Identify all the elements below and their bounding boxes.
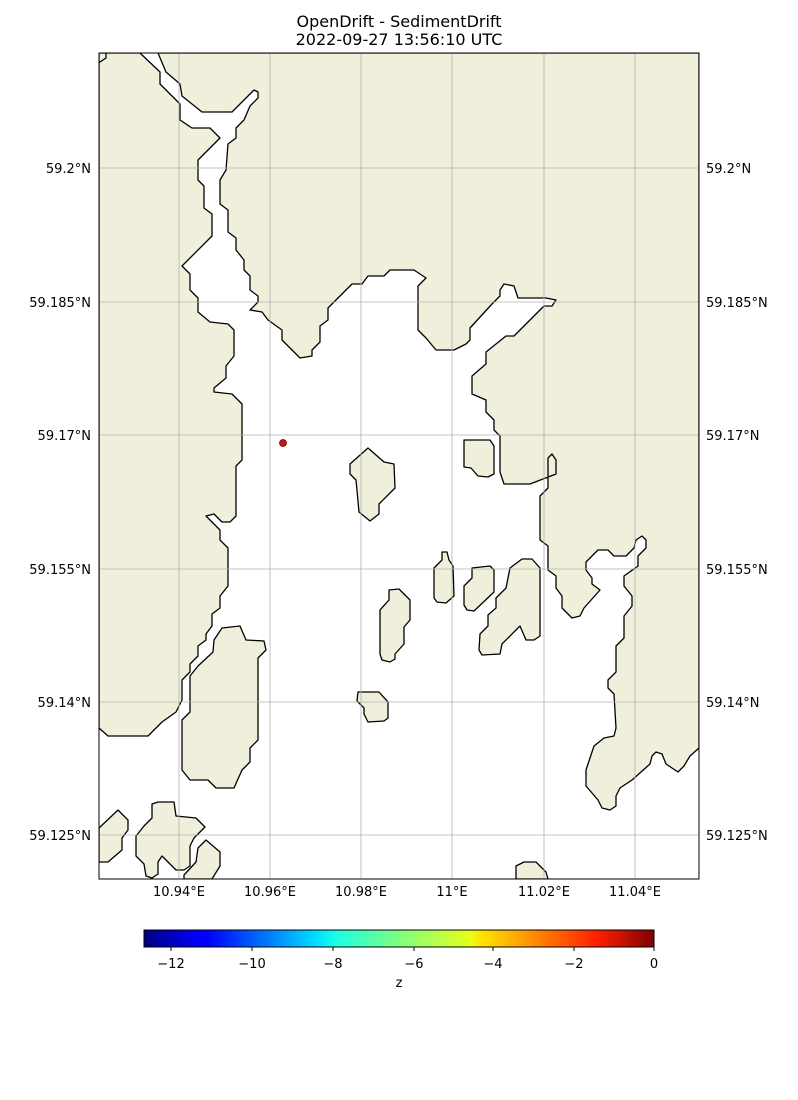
island-4	[463, 565, 495, 612]
island-3	[433, 551, 455, 604]
particle-marker	[279, 439, 287, 447]
lat-labels-left: 59.2°N 59.185°N 59.17°N 59.155°N 59.14°N…	[29, 162, 91, 844]
grid-lines	[99, 53, 699, 879]
colorbar-tick-label: −12	[157, 957, 184, 972]
lat-label: 59.155°N	[706, 563, 768, 578]
lon-label: 11.02°E	[518, 885, 570, 900]
lat-label: 59.14°N	[706, 696, 759, 711]
colorbar-tick-label: −2	[564, 957, 583, 972]
island-10	[135, 801, 206, 879]
lon-label: 10.94°E	[153, 885, 205, 900]
lat-label: 59.2°N	[706, 162, 751, 177]
map-panel	[98, 52, 700, 880]
lon-label: 11°E	[436, 885, 467, 900]
colorbar-tick-label: −8	[323, 957, 342, 972]
lat-label: 59.185°N	[29, 296, 91, 311]
colorbar: −12 −10 −8 −6 −4 −2 0 z	[143, 929, 658, 991]
map-title-line2: 2022-09-27 13:56:10 UTC	[296, 30, 503, 49]
land-north-shore	[157, 53, 699, 811]
land-nw-corner	[99, 53, 107, 63]
island-8	[181, 625, 267, 789]
colorbar-tick-label: −6	[404, 957, 423, 972]
lon-label: 11.04°E	[609, 885, 661, 900]
map-frame	[98, 52, 700, 880]
lat-label: 59.17°N	[38, 429, 91, 444]
lat-label: 59.17°N	[706, 429, 759, 444]
island-12	[515, 861, 549, 879]
island-11	[183, 839, 221, 879]
colorbar-tick-label: −4	[483, 957, 502, 972]
lat-label: 59.2°N	[46, 162, 91, 177]
lon-label: 10.98°E	[335, 885, 387, 900]
lat-labels-right: 59.2°N 59.185°N 59.17°N 59.155°N 59.14°N…	[706, 162, 768, 844]
lat-label: 59.155°N	[29, 563, 91, 578]
island-2	[463, 439, 495, 478]
colorbar-ticks	[170, 947, 655, 951]
colorbar-tick-label: −10	[238, 957, 265, 972]
lat-label: 59.185°N	[706, 296, 768, 311]
land-west-shore	[99, 53, 243, 737]
island-7	[356, 691, 389, 723]
land-masses	[99, 53, 699, 879]
colorbar-label: z	[396, 976, 403, 991]
lon-labels: 10.94°E 10.96°E 10.98°E 11°E 11.02°E 11.…	[153, 885, 661, 900]
lat-label: 59.14°N	[38, 696, 91, 711]
lat-label: 59.125°N	[29, 829, 91, 844]
lon-label: 10.96°E	[244, 885, 296, 900]
colorbar-tick-label: 0	[650, 957, 658, 972]
island-9	[99, 809, 129, 863]
island-5	[478, 558, 541, 656]
island-6	[379, 588, 411, 663]
lat-label: 59.125°N	[706, 829, 768, 844]
map-title-line1: OpenDrift - SedimentDrift	[296, 12, 501, 31]
colorbar-gradient	[143, 929, 655, 948]
